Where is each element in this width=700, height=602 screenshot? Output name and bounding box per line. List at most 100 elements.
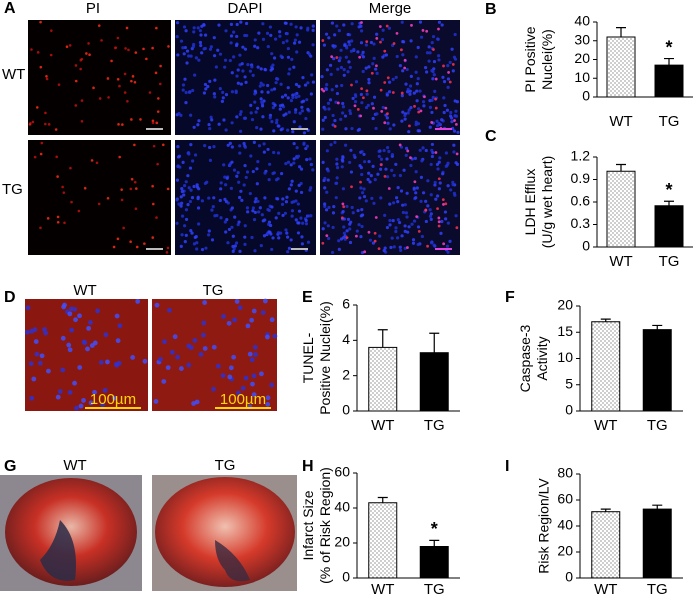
nucleus [342, 73, 346, 77]
nucleus [431, 151, 435, 155]
nucleus [281, 197, 285, 201]
nucleus [358, 55, 362, 59]
nucleus [188, 166, 193, 170]
nucleus [454, 114, 459, 118]
nucleus [324, 32, 329, 36]
nucleus [67, 311, 73, 317]
nucleus [50, 29, 53, 32]
nucleus [85, 346, 90, 352]
nucleus [262, 142, 266, 146]
nucleus [340, 158, 344, 162]
nucleus [294, 95, 298, 99]
nucleus [255, 125, 259, 130]
micrograph [320, 20, 460, 135]
nucleus [287, 246, 292, 250]
nucleus [344, 127, 348, 131]
bar [654, 205, 684, 248]
nucleus [284, 161, 288, 166]
nucleus [342, 225, 346, 229]
nucleus [429, 162, 433, 167]
nucleus [347, 40, 351, 44]
nucleus [384, 167, 388, 171]
scale-label: 100µm [90, 391, 136, 408]
x-tick-label: TG [647, 581, 668, 597]
nucleus [118, 84, 121, 88]
nucleus [442, 203, 445, 206]
nucleus [295, 156, 299, 160]
y-axis-label: Infarct Size [300, 490, 316, 560]
nucleus [340, 83, 344, 88]
nucleus [417, 229, 421, 233]
nucleus [24, 329, 30, 335]
nucleus [100, 402, 106, 408]
y-tick-label: 0 [565, 402, 573, 418]
nucleus [249, 154, 253, 158]
nucleus [130, 118, 133, 121]
y-tick-label: 30 [574, 31, 590, 47]
nucleus [107, 96, 110, 99]
nucleus [330, 250, 335, 255]
nucleus [398, 64, 402, 68]
nucleus [232, 168, 237, 172]
nucleus [328, 63, 333, 67]
nucleus [403, 117, 407, 121]
nucleus [291, 130, 295, 134]
nucleus [300, 105, 304, 109]
nucleus [440, 118, 444, 122]
nucleus [394, 229, 398, 234]
nucleus [409, 74, 413, 78]
nucleus [414, 196, 418, 200]
nucleus [332, 204, 336, 209]
nucleus [366, 177, 370, 182]
nucleus [437, 121, 441, 126]
nucleus [326, 178, 330, 182]
nucleus [322, 43, 327, 47]
nucleus [343, 43, 347, 47]
nucleus [398, 143, 402, 147]
nucleus [361, 50, 365, 54]
nucleus [196, 123, 200, 127]
nucleus [406, 230, 410, 234]
nucleus [36, 51, 40, 54]
nucleus [418, 89, 422, 93]
nucleus [184, 180, 188, 184]
nucleus [198, 351, 204, 357]
nucleus [183, 184, 187, 188]
nucleus [175, 35, 179, 39]
nucleus [338, 56, 342, 60]
nucleus [98, 97, 102, 100]
y-tick-label: 10 [557, 349, 573, 365]
nucleus [229, 34, 234, 38]
nucleus [117, 323, 123, 329]
nucleus [326, 224, 330, 228]
nucleus [121, 123, 124, 126]
nucleus [399, 145, 404, 149]
nucleus [234, 241, 239, 245]
nucleus [371, 164, 375, 168]
nucleus [184, 217, 189, 222]
nucleus [215, 213, 219, 218]
nucleus [442, 110, 446, 115]
nucleus [247, 351, 253, 357]
bar [654, 64, 684, 98]
nucleus [324, 208, 329, 212]
nucleus [230, 206, 234, 210]
nucleus [350, 185, 353, 189]
nucleus [387, 149, 391, 154]
nucleus [194, 399, 200, 405]
nucleus [184, 233, 188, 237]
nucleus [375, 71, 379, 76]
nucleus [437, 58, 441, 62]
nucleus [92, 86, 95, 90]
nucleus [253, 200, 257, 204]
nucleus [452, 191, 456, 195]
y-tick-label: 20 [557, 543, 573, 559]
nucleus [341, 155, 345, 159]
nucleus [303, 83, 308, 87]
nucleus [142, 47, 145, 51]
error-bar [429, 332, 440, 353]
nucleus [156, 162, 159, 166]
nucleus [327, 236, 331, 241]
nucleus [325, 83, 329, 87]
nucleus [237, 220, 241, 224]
